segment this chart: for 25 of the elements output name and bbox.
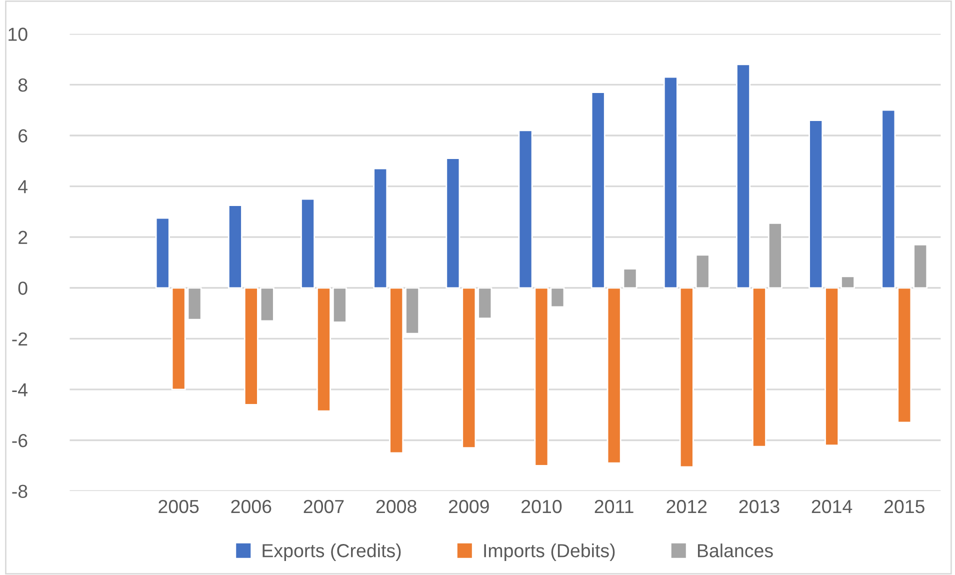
y-tick-label: -8: [12, 484, 28, 498]
x-tick-label: 2008: [376, 500, 416, 514]
x-tick-label: 2005: [158, 500, 199, 514]
y-tick-label: -4: [12, 383, 28, 396]
x-tick-label: 2013: [739, 500, 780, 514]
y-tick-label: -6: [12, 434, 28, 448]
x-tick-label: 2014: [812, 500, 852, 514]
legend-label: Balances: [698, 544, 773, 558]
x-tick-label: 2007: [304, 500, 344, 514]
x-tick-label: 2009: [448, 500, 489, 514]
x-tick-label: 2010: [522, 500, 562, 514]
y-tick-label: 6: [18, 129, 28, 142]
x-tick-label: 2015: [884, 500, 924, 514]
y-tick-label: 2: [18, 230, 28, 244]
x-tick-label: 2006: [231, 500, 272, 514]
legend-label: Imports (Debits): [484, 544, 615, 562]
x-tick-label: 2011: [594, 500, 634, 514]
y-tick-label: 4: [18, 180, 28, 194]
y-tick-label: 0: [18, 282, 28, 295]
y-tick-label: -2: [12, 332, 28, 346]
y-tick-label: 10: [8, 28, 28, 41]
y-tick-label: 8: [18, 78, 28, 92]
legend-label: Exports (Credits): [262, 544, 401, 562]
bar: [518, 130, 533, 289]
x-tick-label: 2012: [666, 500, 707, 514]
